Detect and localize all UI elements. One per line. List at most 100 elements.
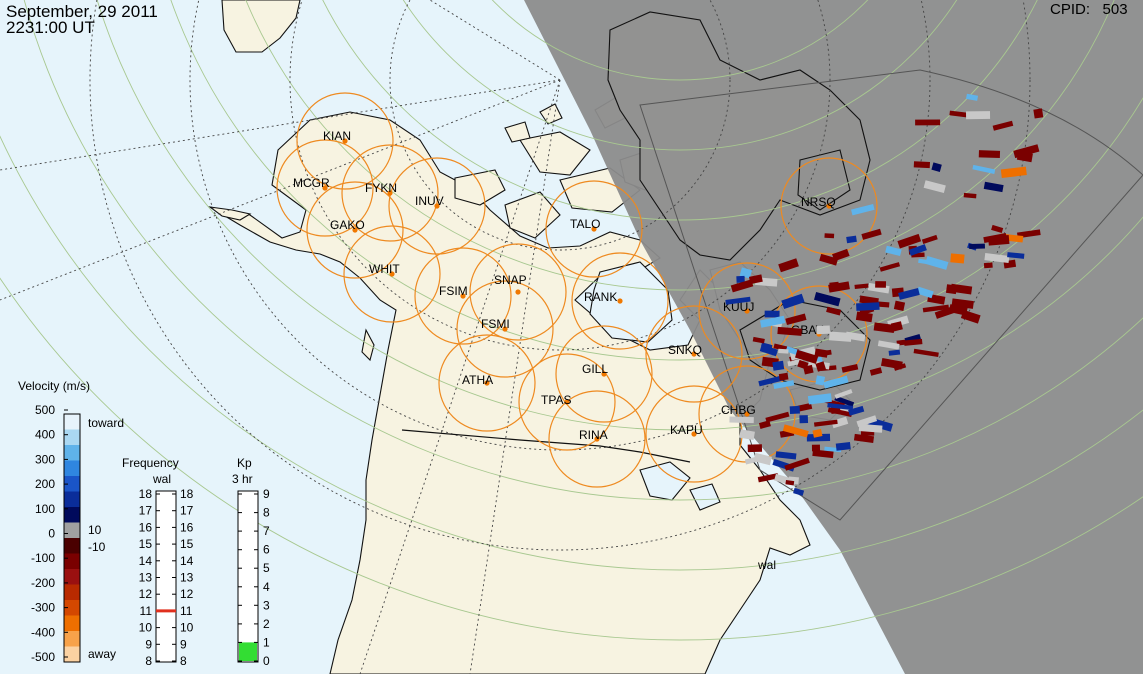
echo-cell: [841, 364, 859, 373]
echo-cell: [815, 361, 826, 372]
frequency-tick-right: 17: [180, 504, 194, 518]
echo-cell: [861, 228, 882, 240]
echo-cell: [782, 424, 809, 438]
echo-cell: [784, 457, 810, 471]
echo-cell: [819, 253, 839, 266]
kp-tick-label: 0: [263, 654, 270, 668]
station-dot: [515, 289, 521, 295]
frequency-tick-left: 10: [139, 621, 153, 635]
magnetic-grid: [0, 0, 1031, 674]
echo-cell: [763, 343, 773, 350]
station-label: ATHA: [462, 373, 493, 387]
station-label: CHBG: [721, 403, 756, 417]
kp-title: Kp: [237, 456, 252, 470]
frequency-tick-left: 12: [139, 587, 153, 601]
station-fov-circle: [555, 325, 653, 423]
velocity-tick-label: -500: [31, 650, 55, 664]
station-fov-circle: [296, 92, 394, 190]
station-label: FSMI: [481, 317, 510, 331]
station-label: GILL: [582, 362, 608, 376]
kp-tick-label: 1: [263, 635, 270, 649]
kp-tick-label: 5: [263, 561, 270, 575]
station-fov-circle: [343, 225, 441, 323]
station-fov-circle: [438, 334, 536, 432]
frequency-tick-right: 14: [180, 554, 194, 568]
echo-cell: [781, 293, 805, 310]
velocity-color-cell: [64, 476, 80, 492]
echo-cell: [812, 449, 834, 459]
echo-cell: [851, 204, 875, 216]
frequency-tick-right: 16: [180, 520, 194, 534]
kp-scale: Kp 3 hr 9 8 7 6 5 4 3 2 1 0: [232, 456, 270, 668]
echo-cell: [916, 286, 934, 299]
echo-cell: [922, 304, 950, 313]
station-label: SNAP: [494, 273, 527, 287]
echo-cell: [739, 429, 755, 441]
echo-cell: [824, 233, 835, 239]
echo-cell: [797, 359, 809, 370]
velocity-color-cell: [64, 538, 80, 554]
station-fov-circle: [780, 157, 878, 255]
kp-tick-label: 6: [263, 543, 270, 557]
velocity-toward-label: toward: [88, 416, 124, 430]
velocity-tick-label: -400: [31, 625, 55, 639]
frequency-tick-left: 18: [139, 487, 153, 501]
station-label: MCGR: [293, 176, 330, 190]
station-dot: [322, 185, 328, 191]
frequency-tick-left: 15: [139, 537, 153, 551]
station-label: TPAS: [541, 393, 571, 407]
echo-cell: [725, 296, 751, 305]
echo-cell: [785, 313, 807, 326]
echo-cell: [879, 262, 901, 272]
echo-cell: [873, 322, 895, 334]
frequency-ticks: 18 18 17 17 16 16 15 15 14 14 13 13 12 12 11 11 10 10 9 9 8 8: [139, 487, 194, 668]
echo-cell: [853, 433, 875, 443]
echo-cell: [827, 402, 854, 411]
station-fov-circle: [469, 243, 567, 341]
station-fov-circle: [341, 144, 439, 242]
echo-cell: [877, 340, 900, 350]
echo-cell: [915, 119, 941, 126]
station-label: GAKO: [330, 218, 365, 232]
station-label: TALO: [570, 217, 600, 231]
velocity-neg-mark: -10: [88, 540, 106, 554]
frequency-tick-right: 18: [180, 487, 194, 501]
echo-cell: [913, 348, 939, 358]
frequency-tick-left: 11: [140, 604, 153, 618]
echo-cell: [846, 235, 857, 244]
station-dot: [387, 190, 393, 196]
station-fov-circle: [414, 247, 512, 345]
echo-cell: [778, 348, 789, 354]
velocity-bar-frame: [63, 413, 81, 663]
velocity-color-cell: [64, 522, 80, 539]
echo-cell: [908, 244, 927, 256]
echo-cell: [856, 302, 880, 311]
kp-tick-label: 9: [263, 487, 270, 501]
kp-bar: [237, 490, 259, 663]
frequency-tick-right: 13: [180, 571, 194, 585]
velocity-color-cell: [64, 600, 80, 616]
station-label: SNKQ: [668, 343, 702, 357]
echo-cell: [904, 338, 923, 346]
cpid-label-text: CPID:: [1050, 1, 1091, 18]
echo-cell: [835, 442, 851, 451]
frequency-tick-right: 10: [180, 621, 194, 635]
station-fov-circle: [276, 139, 374, 237]
station-dot: [691, 431, 697, 437]
echo-cell: [918, 258, 942, 267]
station-fov-circle: [645, 305, 743, 403]
velocity-tick-label: 500: [35, 403, 55, 417]
echo-cell: [758, 420, 771, 429]
kp-subtitle: 3 hr: [232, 472, 253, 486]
echo-cell: [744, 457, 756, 465]
echo-cell: [785, 480, 795, 486]
echo-cell: [772, 360, 785, 371]
station-dot: [352, 227, 358, 233]
station-fov-circle: [545, 180, 643, 278]
kp-tick-label: 4: [263, 580, 270, 594]
station-dot: [691, 351, 697, 357]
velocity-tick-label: 300: [35, 452, 55, 466]
velocity-colorbar: Velocity (m/s) 500 400 300 200 100 0 -100 -200 -…: [18, 379, 124, 664]
velocity-color-cell: [64, 414, 80, 430]
